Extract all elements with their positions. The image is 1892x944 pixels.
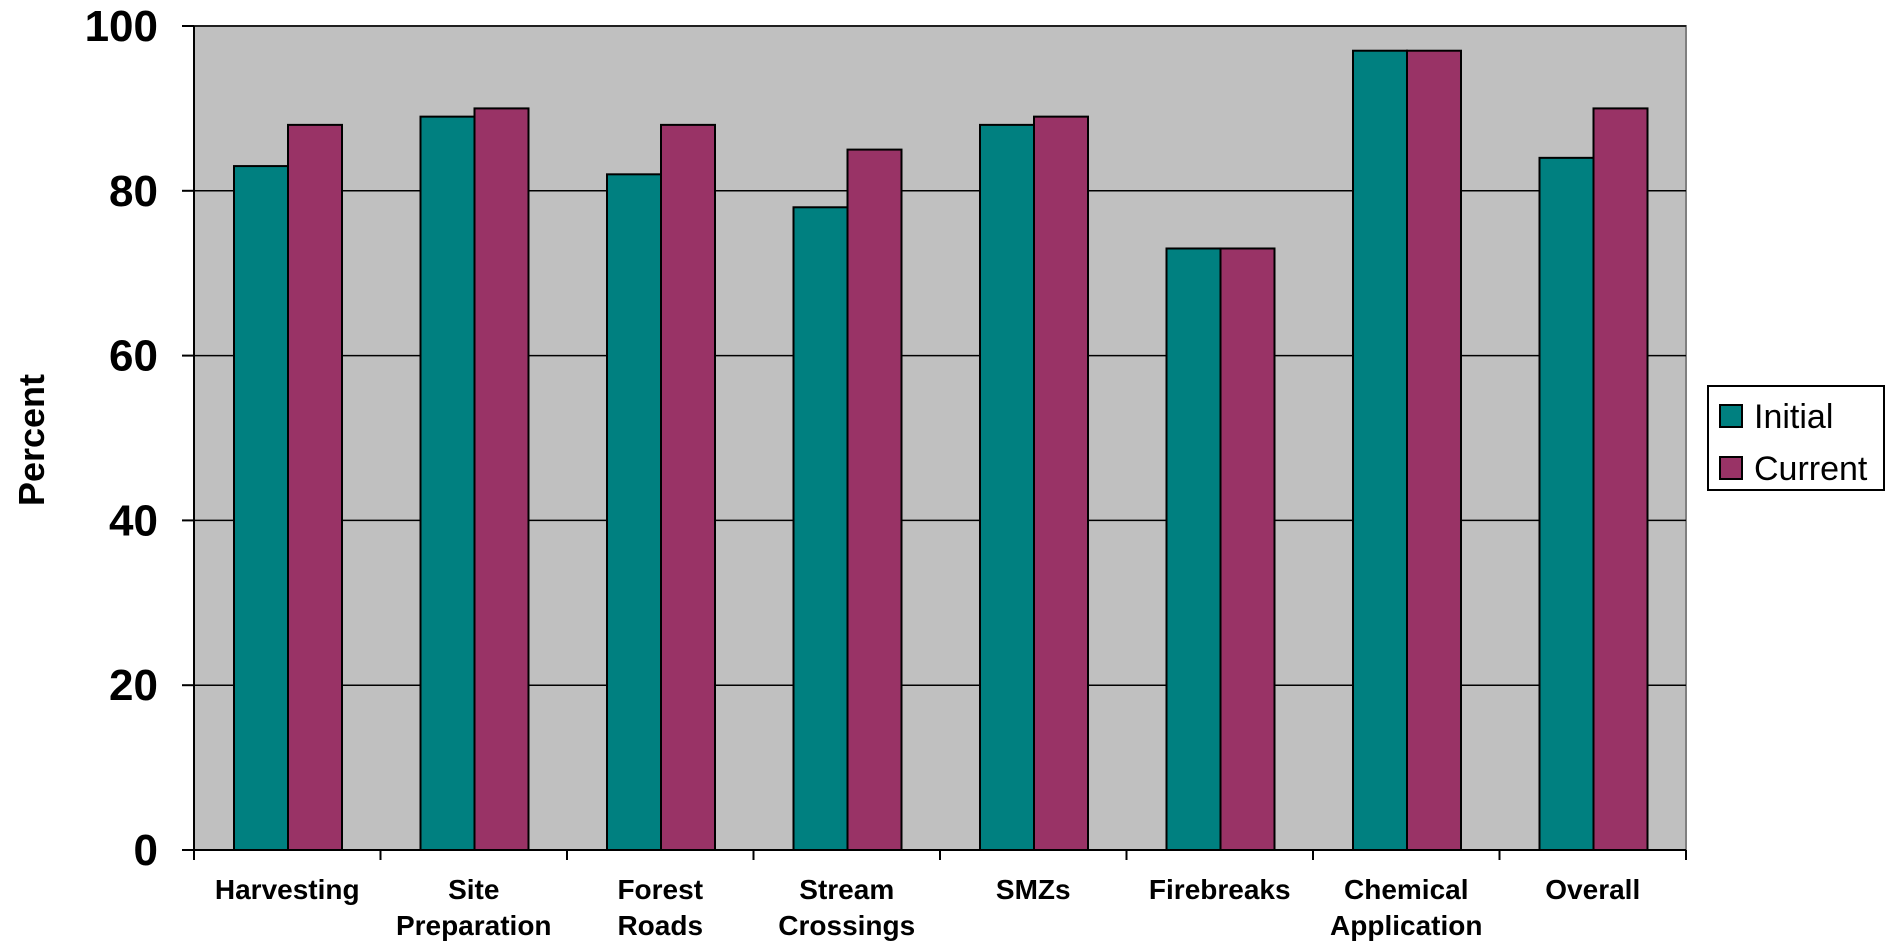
bar-current-3 [846,148,903,852]
y-tick-label: 80 [109,167,158,216]
x-tick-label: Forest Roads [617,874,703,941]
bar-current-0 [287,123,343,851]
bar-initial-4 [979,123,1035,851]
bar-initial-5 [1165,247,1222,852]
bar-initial-0 [233,165,289,851]
y-axis-label: Percent [11,374,52,506]
legend-swatch-current [1719,456,1743,480]
bar-current-5 [1219,247,1276,852]
axes [182,25,1687,860]
legend-swatch-initial [1719,404,1743,428]
bar-current-6 [1406,49,1462,852]
bar-initial-2 [606,173,662,851]
bar-current-2 [660,123,716,851]
x-tick-labels: Harvesting Site Preparation Forest Roads Stre… [215,874,1640,941]
x-tick-label: Harvesting [215,874,360,905]
bar-initial-6 [1352,49,1408,852]
bar-initial-3 [792,206,849,851]
y-tick-label: 0 [134,826,158,875]
y-tick-label: 40 [109,496,158,545]
plot-area [193,25,1687,851]
x-tick-label: Firebreaks [1149,874,1291,905]
x-tick-label: Overall [1545,874,1640,905]
bar-current-1 [473,107,530,851]
x-tick-label: Site Preparation [396,874,552,941]
bar-current-4 [1033,115,1089,851]
legend-label-current: Current [1754,450,1868,488]
legend: Initial Current [1707,385,1885,491]
x-tick-label: SMZs [996,874,1071,905]
x-tick-label: Stream Crossings [778,874,915,941]
bar-initial-1 [419,115,476,851]
legend-label-initial: Initial [1754,398,1833,436]
y-tick-label: 100 [85,2,158,51]
y-tick-labels: 0 20 40 60 80 100 [85,2,158,875]
x-tick-label: Chemical Application [1330,874,1482,941]
y-tick-label: 20 [109,661,158,710]
bar-current-7 [1592,107,1649,851]
bars [233,49,1649,852]
bar-initial-7 [1538,156,1595,851]
y-tick-label: 60 [109,332,158,381]
